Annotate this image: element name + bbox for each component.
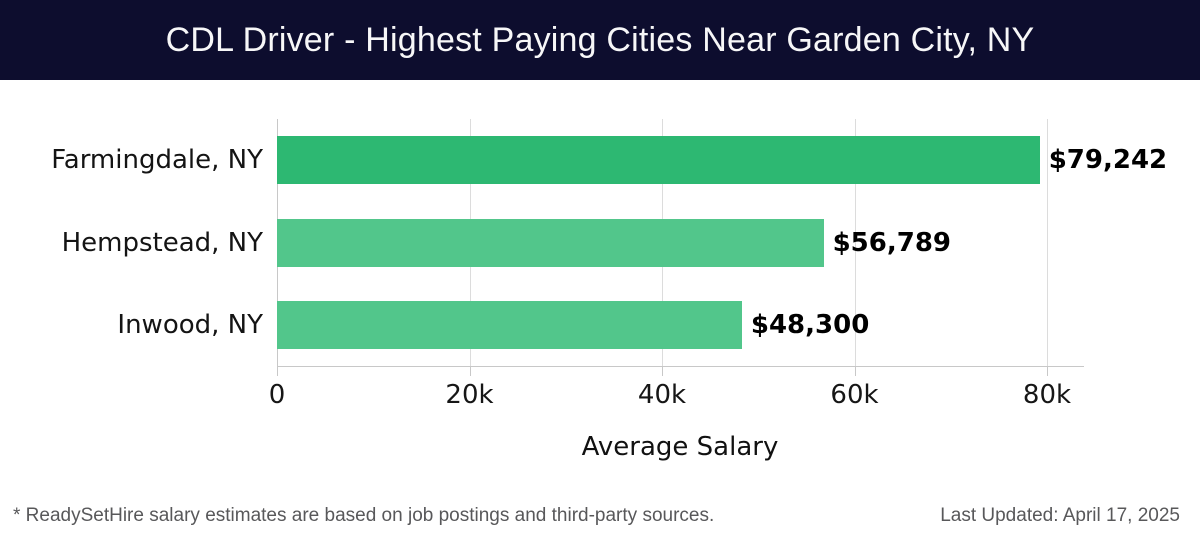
bar-value-label: $48,300	[750, 309, 870, 340]
x-tick-mark	[469, 367, 471, 376]
x-tick-label: 60k	[830, 380, 879, 410]
x-axis-title: Average Salary	[581, 432, 779, 462]
x-tick-mark	[854, 367, 856, 376]
bar-value-label: $79,242	[1048, 145, 1168, 176]
category-label: Inwood, NY	[117, 309, 263, 340]
x-tick-mark	[1047, 367, 1048, 376]
category-label: Farmingdale, NY	[51, 145, 263, 176]
bar	[277, 300, 742, 349]
x-tick-mark	[662, 367, 663, 376]
bar	[277, 136, 1040, 185]
gridline	[1047, 119, 1048, 366]
x-tick-label: 0	[268, 380, 286, 410]
disclaimer-note: * ReadySetHire salary estimates are base…	[13, 505, 715, 526]
x-tick-label: 80k	[1022, 380, 1072, 410]
x-axis-ticks: 0 20k 40k 60k 80k	[269, 367, 1083, 427]
category-label: Hempstead, NY	[61, 227, 263, 258]
plot-area: $79,242 $56,789 $48,300	[277, 119, 1167, 366]
gridline	[854, 119, 856, 366]
x-tick-label: 40k	[637, 380, 687, 410]
x-axis-line	[277, 366, 1084, 367]
x-tick-label: 20k	[445, 380, 494, 410]
last-updated-label: Last Updated: April 17, 2025	[940, 505, 1180, 526]
header: CDL Driver - Highest Paying Cities Near …	[0, 0, 1200, 80]
bar-value-label: $56,789	[832, 227, 952, 258]
bar	[277, 218, 824, 267]
page-title: CDL Driver - Highest Paying Cities Near …	[165, 20, 1035, 59]
x-tick-mark	[277, 367, 278, 376]
y-axis-category-labels: Farmingdale, NY Hempstead, NY Inwood, NY	[0, 119, 263, 366]
